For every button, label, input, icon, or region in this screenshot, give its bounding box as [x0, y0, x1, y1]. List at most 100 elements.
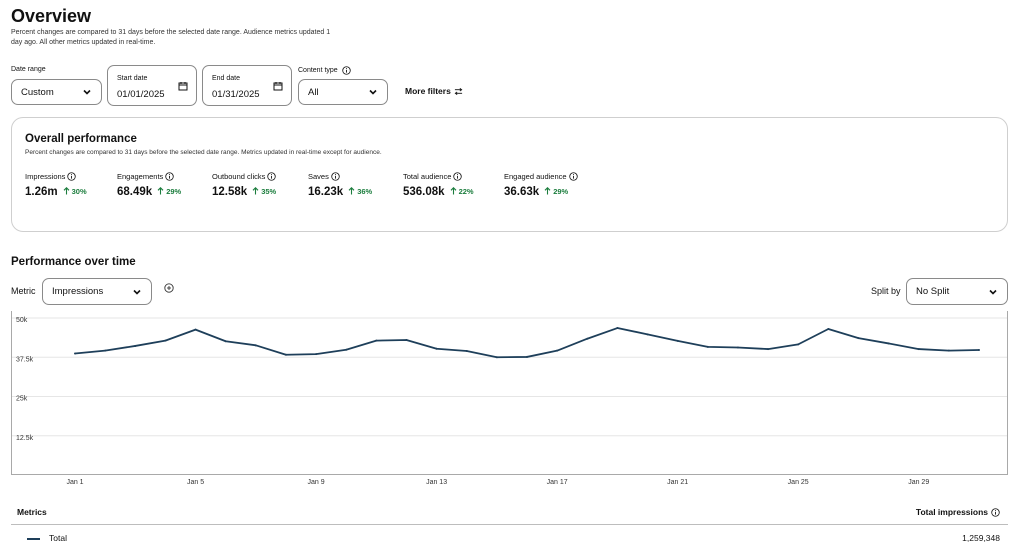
add-metric-icon[interactable] [164, 283, 174, 293]
content-type-label: Content type [298, 66, 351, 75]
kpi-label: Total audience [403, 172, 452, 181]
kpi-value-row: 1.26m 30% [25, 186, 87, 198]
kpi-value: 1.26m [25, 186, 58, 198]
series-line [74, 327, 980, 359]
metric-label: Metric [11, 286, 36, 296]
data-point[interactable] [767, 348, 770, 351]
x-tick-label: Jan 21 [667, 479, 688, 486]
kpi-label: Engagements [117, 172, 164, 181]
end-date-label: End date [212, 75, 241, 82]
data-point[interactable] [676, 339, 679, 342]
arrow-up-icon [63, 187, 69, 195]
info-icon[interactable] [568, 172, 578, 181]
end-date-field[interactable]: End date 01/31/2025 [202, 65, 292, 106]
kpi-total-audience: Total audience 536.08k 22% [403, 172, 474, 198]
kpi-value-row: 68.49k 29% [117, 186, 181, 198]
data-point[interactable] [495, 356, 498, 359]
kpi-label-row: Outbound clicks [212, 172, 277, 181]
content-type-label-text: Content type [298, 67, 338, 74]
x-tick-label: Jan 17 [547, 479, 568, 486]
data-point[interactable] [827, 327, 830, 330]
split-by-label: Split by [871, 286, 901, 296]
kpi-engaged-audience: Engaged audience 36.63k 29% [504, 172, 578, 198]
data-point[interactable] [405, 338, 408, 341]
metric-select[interactable]: Impressions [42, 278, 152, 305]
kpi-change: 29% [544, 187, 568, 196]
info-icon[interactable] [991, 507, 1000, 517]
data-point[interactable] [797, 343, 800, 346]
data-point[interactable] [917, 348, 920, 351]
kpi-value: 36.63k [504, 186, 540, 198]
x-tick-label: Jan 5 [187, 479, 204, 486]
data-point[interactable] [616, 327, 619, 330]
data-point[interactable] [104, 349, 107, 352]
data-point[interactable] [526, 355, 528, 358]
kpi-change-value: 30% [71, 186, 87, 196]
x-tick-label: Jan 13 [426, 479, 447, 486]
date-range-label: Date range [11, 66, 46, 73]
info-icon[interactable] [165, 172, 174, 181]
data-point[interactable] [706, 345, 709, 348]
data-point[interactable] [646, 333, 649, 336]
start-date-field[interactable]: Start date 01/01/2025 [107, 65, 197, 106]
x-tick-label: Jan 25 [788, 479, 809, 486]
info-icon[interactable] [67, 172, 77, 181]
data-point[interactable] [164, 339, 167, 342]
info-icon[interactable] [342, 66, 351, 75]
kpi-value: 68.49k [117, 186, 153, 198]
kpi-saves: Saves 16.23k 36% [308, 172, 372, 198]
arrow-up-icon [544, 187, 551, 195]
content-type-select[interactable]: All [298, 79, 388, 105]
kpi-label-row: Total audience [403, 172, 474, 181]
kpi-value-row: 36.63k 29% [504, 186, 578, 198]
data-point[interactable] [435, 347, 438, 350]
date-range-select[interactable]: Custom [11, 79, 102, 105]
y-tick-label: 50k [16, 317, 28, 324]
info-icon[interactable] [331, 172, 340, 181]
performance-over-time-title: Performance over time [11, 256, 136, 268]
data-point[interactable] [978, 349, 980, 352]
end-date-value: 01/31/2025 [212, 89, 260, 100]
info-icon[interactable] [267, 172, 277, 181]
page-title: Overview [11, 6, 92, 26]
table-row: Total 1,259,348 [11, 530, 1008, 548]
total-row-value: 1,259,348 [962, 533, 1000, 543]
data-point[interactable] [134, 344, 137, 347]
kpi-change-value: 22% [458, 186, 474, 196]
data-point[interactable] [375, 339, 378, 342]
data-point[interactable] [74, 352, 76, 355]
data-point[interactable] [857, 337, 860, 340]
split-by-select[interactable]: No Split [906, 278, 1008, 305]
kpi-change: 30% [63, 187, 87, 196]
data-point[interactable] [345, 348, 348, 351]
data-point[interactable] [284, 353, 287, 356]
page-subtitle: Percent changes are compared to 31 days … [11, 29, 331, 46]
data-point[interactable] [194, 328, 197, 331]
line-chart-svg: 12.5k 25k 37.5k 50k Jan 1 Jan 5 Jan 9 Jan 13 Jan… [12, 317, 1007, 486]
data-point[interactable] [465, 349, 468, 352]
data-point[interactable] [736, 346, 739, 349]
data-point[interactable] [315, 353, 318, 356]
kpi-label-row: Engagements [117, 172, 181, 181]
more-filters-label: More filters [405, 86, 451, 96]
y-tick-label: 25k [16, 396, 28, 403]
data-point[interactable] [586, 337, 589, 340]
kpi-change-value: 36% [357, 186, 373, 196]
metrics-header-label: Metrics [17, 507, 47, 517]
kpi-change-value: 29% [166, 186, 182, 196]
data-point[interactable] [887, 342, 890, 345]
info-icon[interactable] [453, 172, 463, 181]
series-color-swatch [27, 538, 40, 540]
kpi-label: Saves [308, 172, 329, 181]
data-point[interactable] [947, 349, 950, 352]
overall-performance-card: Overall performance Percent changes are … [11, 117, 1008, 232]
data-point[interactable] [254, 344, 257, 347]
kpi-label-row: Impressions [25, 172, 87, 181]
more-filters-button[interactable]: More filters [405, 86, 463, 96]
data-point[interactable] [556, 349, 559, 352]
overall-performance-subtitle: Percent changes are compared to 31 days … [25, 149, 382, 156]
date-range-value: Custom [21, 86, 54, 98]
x-tick-label: Jan 29 [908, 479, 929, 486]
data-point[interactable] [224, 340, 227, 343]
kpi-change: 36% [348, 187, 372, 196]
